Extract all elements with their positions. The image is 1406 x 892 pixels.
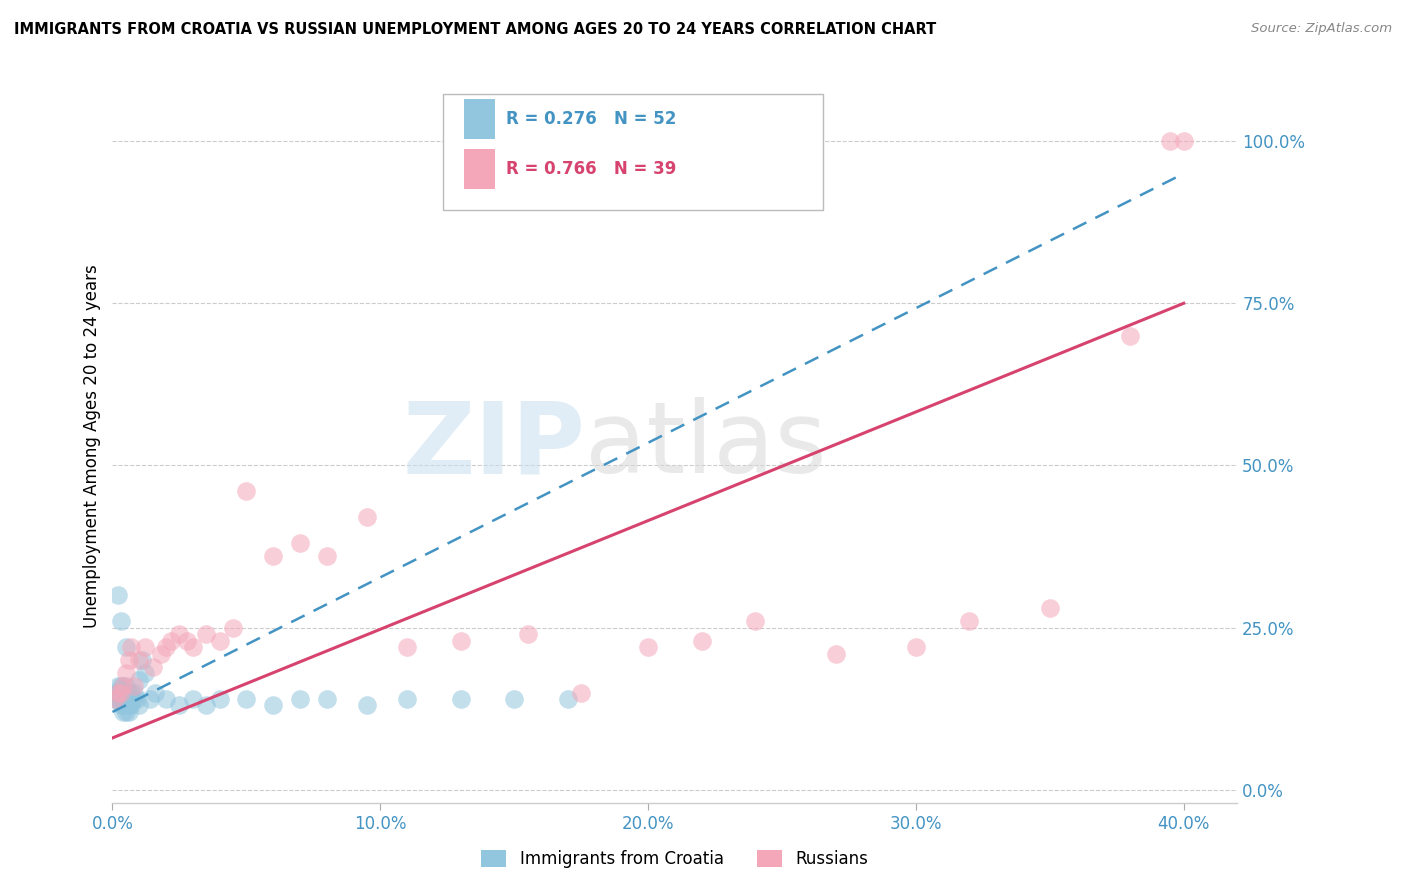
Point [110, 614, 132, 628]
Point [516, 627, 538, 641]
Point [169, 627, 191, 641]
Point [1039, 601, 1062, 615]
Point [557, 692, 579, 706]
Point [142, 659, 165, 673]
Point [115, 679, 138, 693]
Point [107, 679, 129, 693]
Point [110, 685, 132, 699]
Point [120, 640, 142, 654]
Point [396, 640, 419, 654]
Text: Source: ZipAtlas.com: Source: ZipAtlas.com [1251, 22, 1392, 36]
Point [139, 692, 162, 706]
Point [155, 692, 177, 706]
Point [120, 692, 142, 706]
Point [117, 653, 139, 667]
Point [122, 685, 145, 699]
Point [122, 679, 145, 693]
Point [110, 679, 132, 693]
Point [134, 640, 156, 654]
Point [208, 692, 231, 706]
Text: R = 0.276   N = 52: R = 0.276 N = 52 [506, 110, 676, 128]
Point [169, 698, 191, 713]
Point [904, 640, 927, 654]
Point [112, 705, 135, 719]
Point [110, 692, 132, 706]
Point [120, 698, 142, 713]
Point [117, 698, 139, 713]
Point [195, 698, 218, 713]
Point [195, 627, 218, 641]
Point [117, 692, 139, 706]
Point [128, 653, 150, 667]
Point [112, 679, 135, 693]
Point [1119, 328, 1142, 343]
Point [107, 692, 129, 706]
Point [131, 653, 153, 667]
Point [115, 705, 138, 719]
Point [959, 614, 981, 628]
Text: IMMIGRANTS FROM CROATIA VS RUSSIAN UNEMPLOYMENT AMONG AGES 20 TO 24 YEARS CORREL: IMMIGRANTS FROM CROATIA VS RUSSIAN UNEMP… [14, 22, 936, 37]
Point [262, 549, 284, 564]
Point [396, 692, 419, 706]
Point [115, 692, 138, 706]
Point [115, 640, 138, 654]
Point [122, 692, 145, 706]
Point [288, 536, 311, 550]
Point [235, 484, 257, 499]
Point [315, 549, 337, 564]
Point [155, 640, 177, 654]
Point [110, 698, 132, 713]
Point [288, 692, 311, 706]
Point [1173, 134, 1195, 148]
Point [125, 692, 148, 706]
Point [315, 692, 337, 706]
Point [503, 692, 526, 706]
Legend: Immigrants from Croatia, Russians: Immigrants from Croatia, Russians [475, 843, 875, 875]
Point [356, 510, 378, 524]
Y-axis label: Unemployment Among Ages 20 to 24 years: Unemployment Among Ages 20 to 24 years [83, 264, 101, 628]
Point [107, 685, 129, 699]
Point [222, 621, 245, 635]
Point [134, 666, 156, 681]
Point [128, 673, 150, 687]
Point [160, 633, 183, 648]
Point [104, 692, 127, 706]
Point [744, 614, 766, 628]
Text: R = 0.766   N = 39: R = 0.766 N = 39 [506, 160, 676, 178]
Point [262, 698, 284, 713]
Text: ZIP: ZIP [402, 398, 585, 494]
Point [112, 692, 135, 706]
Point [450, 633, 472, 648]
Point [143, 685, 166, 699]
Text: atlas: atlas [585, 398, 827, 494]
Point [110, 685, 132, 699]
Point [824, 647, 846, 661]
Point [235, 692, 257, 706]
Point [117, 685, 139, 699]
Point [356, 698, 378, 713]
Point [208, 633, 231, 648]
Point [569, 685, 592, 699]
Point [149, 647, 172, 661]
Point [112, 698, 135, 713]
Point [115, 685, 138, 699]
Point [120, 685, 142, 699]
Point [1159, 134, 1181, 148]
Point [112, 679, 135, 693]
Point [104, 685, 127, 699]
Point [115, 666, 138, 681]
Point [115, 698, 138, 713]
Point [104, 692, 127, 706]
Point [117, 705, 139, 719]
Point [181, 640, 204, 654]
Point [181, 692, 204, 706]
Point [107, 685, 129, 699]
Point [637, 640, 659, 654]
Point [107, 588, 129, 602]
Point [112, 685, 135, 699]
Point [690, 633, 713, 648]
Point [450, 692, 472, 706]
Point [128, 698, 150, 713]
Point [176, 633, 198, 648]
